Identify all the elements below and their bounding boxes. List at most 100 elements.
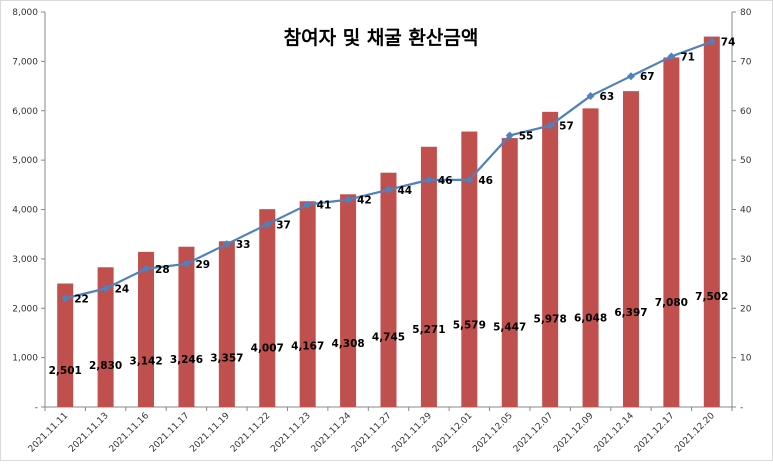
line-point <box>222 240 231 249</box>
x-tick-label: 2021.12.01 <box>431 411 475 455</box>
bar-data-label: 3,357 <box>210 352 243 364</box>
line-data-label: 57 <box>559 121 574 133</box>
y-right-tick-label: 50 <box>740 156 752 166</box>
line-data-label: 71 <box>680 51 695 63</box>
line-point <box>667 52 676 61</box>
bar <box>178 246 195 407</box>
line-point <box>263 220 272 229</box>
line-data-label: 63 <box>600 91 615 103</box>
line-point <box>142 264 151 273</box>
chart-title: 참여자 및 채굴 환산금액 <box>284 27 479 49</box>
line-data-label: 67 <box>640 71 655 83</box>
bar <box>380 172 397 407</box>
bar <box>259 209 276 407</box>
bar <box>340 194 357 407</box>
bar <box>542 111 559 408</box>
line-point <box>303 200 312 209</box>
y-right-tick-label: 80 <box>740 8 752 18</box>
y-right-tick-label: 40 <box>740 206 752 216</box>
x-tick-label: 2021.11.27 <box>350 411 394 455</box>
y-right-tick-label: 20 <box>740 304 752 314</box>
data-labels: 2,501 2,830 3,142 3,246 3,357 4,007 4,167 4,308… <box>49 37 736 377</box>
y-left-tick-label: - <box>35 403 38 413</box>
x-tick-label: 2021.11.16 <box>108 411 152 455</box>
bar <box>299 201 316 407</box>
bar-data-label: 6,048 <box>574 312 607 324</box>
bar-data-label: 4,745 <box>372 332 405 344</box>
line-data-label: 44 <box>398 185 413 197</box>
bar-data-label: 3,142 <box>129 355 162 367</box>
line-series <box>61 37 716 303</box>
bar-data-label: 4,308 <box>331 338 364 350</box>
x-tick-label: 2021.11.19 <box>188 411 232 455</box>
line-data-label: 28 <box>155 264 170 276</box>
bar <box>461 131 478 408</box>
bar-data-label: 5,978 <box>534 313 567 325</box>
line-data-label: 74 <box>721 37 736 49</box>
line-data-label: 46 <box>478 175 493 187</box>
line-point <box>424 175 433 184</box>
bar <box>703 36 720 408</box>
bar-data-label: 5,447 <box>493 321 526 333</box>
line-point <box>384 185 393 194</box>
x-tick-label: 2021.12.09 <box>552 411 596 455</box>
line-point <box>344 195 353 204</box>
bar-data-label: 4,007 <box>251 343 284 355</box>
line-data-label: 37 <box>276 219 291 231</box>
bar <box>57 283 74 407</box>
bar-data-label: 5,271 <box>412 324 445 336</box>
x-tick-label: 2021.12.17 <box>633 411 677 455</box>
line-point <box>626 72 635 81</box>
bar-data-label: 2,830 <box>89 360 122 372</box>
bar-data-label: 7,502 <box>695 291 728 303</box>
x-tick-label: 2021.11.11 <box>27 411 71 455</box>
y-right-tick-label: 60 <box>740 107 752 117</box>
line-data-label: 24 <box>115 284 130 296</box>
bar-data-label: 4,167 <box>291 340 324 352</box>
line-data-label: 55 <box>519 130 534 142</box>
x-tick-label: 2021.11.17 <box>148 411 192 455</box>
bar-series <box>57 36 720 408</box>
line-point <box>546 121 555 130</box>
line-point <box>101 284 110 293</box>
line-data-label: 41 <box>317 200 332 212</box>
bar <box>97 267 114 407</box>
y-left-tick-label: 2,000 <box>12 304 38 314</box>
bar-data-label: 7,080 <box>655 297 688 309</box>
bar-data-label: 6,397 <box>614 307 647 319</box>
y-right-tick-label: 70 <box>740 57 752 67</box>
bar <box>663 57 680 408</box>
line-point <box>465 175 474 184</box>
line-data-label: 22 <box>74 293 89 305</box>
line-data-label: 33 <box>236 239 251 251</box>
x-tick-label: 2021.11.13 <box>67 411 111 455</box>
line-data-label: 42 <box>357 195 372 207</box>
line-point <box>182 259 191 268</box>
y-left-tick-label: 7,000 <box>12 57 38 67</box>
line-point <box>707 37 716 46</box>
y-right-tick-label: 10 <box>740 354 752 364</box>
line-point <box>505 131 514 140</box>
y-left-tick-label: 1,000 <box>12 354 38 364</box>
y-left-tick-label: 3,000 <box>12 255 38 265</box>
x-tick-label: 2021.11.29 <box>391 411 435 455</box>
bar <box>622 91 639 407</box>
x-tick-label: 2021.11.22 <box>229 411 273 455</box>
x-tick-label: 2021.11.24 <box>310 411 354 455</box>
y-left-tick-label: 8,000 <box>12 8 38 18</box>
y-left-tick-label: 4,000 <box>12 206 38 216</box>
bar-data-label: 5,579 <box>453 319 486 331</box>
x-tick-label: 2021.12.20 <box>673 411 717 455</box>
bar <box>138 251 155 407</box>
line-point <box>61 294 70 303</box>
x-tick-label: 2021.12.07 <box>512 411 556 455</box>
y-right-tick-label: 30 <box>740 255 752 265</box>
x-tick-label: 2021.12.05 <box>471 411 515 455</box>
line-point <box>586 91 595 100</box>
y-left-tick-label: 5,000 <box>12 156 38 166</box>
bar <box>582 108 599 407</box>
y-left-tick-label: 6,000 <box>12 107 38 117</box>
line-data-label: 29 <box>195 259 210 271</box>
